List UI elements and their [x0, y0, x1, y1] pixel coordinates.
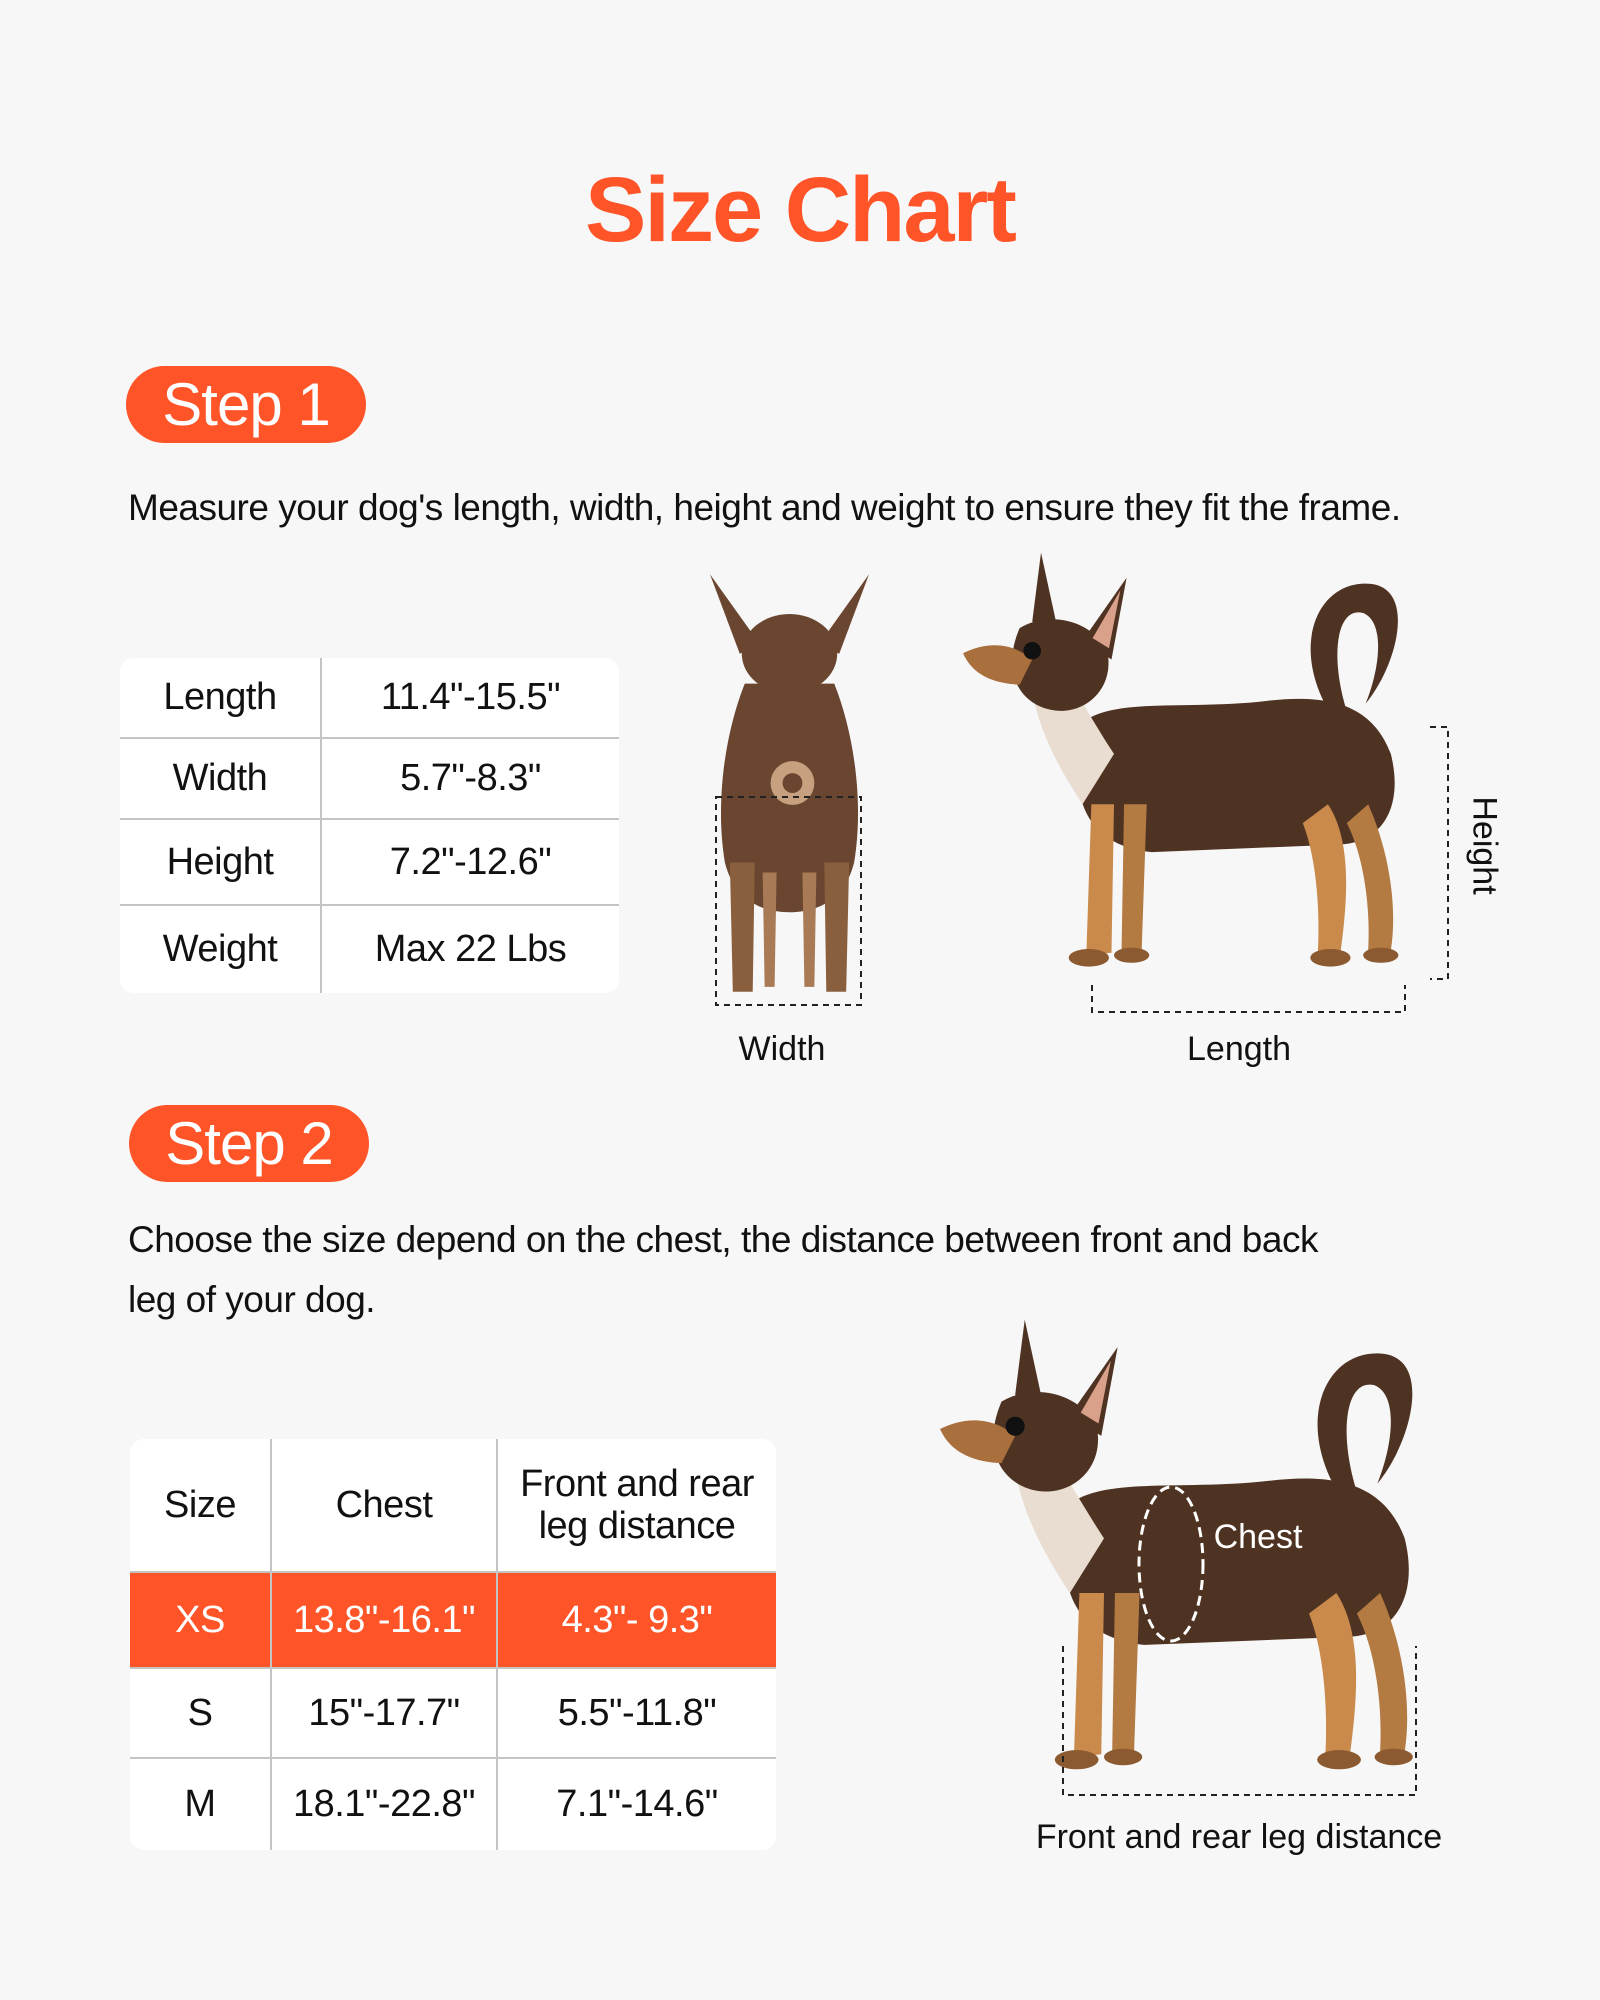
page-title: Size Chart [585, 159, 1017, 261]
leg-distance-label: Front and rear leg distance [1035, 1818, 1443, 1856]
measure-value: 5.7"-8.3" [320, 737, 619, 820]
header-chest: Chest [270, 1439, 498, 1573]
measure-name: Length [120, 658, 322, 739]
measure-value: 11.4"-15.5" [320, 658, 619, 739]
width-dashed-box [715, 796, 862, 1006]
leg-distance-cell: 5.5"-11.8" [496, 1667, 776, 1759]
measure-name: Width [120, 737, 322, 820]
chest-cell: 15"-17.7" [270, 1667, 498, 1759]
size-cell: S [130, 1667, 272, 1759]
table-row: S 15"-17.7" 5.5"-11.8" [130, 1667, 776, 1759]
step-2-description-line-2: leg of your dog. [128, 1279, 376, 1320]
header-leg-distance-line-1: Front and rear [520, 1463, 754, 1505]
measurement-table: Length 11.4"-15.5" Width 5.7"-8.3" Height 7… [120, 658, 619, 993]
measure-name: Weight [120, 904, 322, 993]
table-row: Width 5.7"-8.3" [120, 737, 619, 820]
header-leg-distance-line-2: leg distance [538, 1505, 736, 1547]
length-dashed-bracket [1091, 985, 1406, 1013]
leg-distance-dashed-bracket [1062, 1646, 1417, 1796]
chest-cell: 13.8"-16.1" [270, 1571, 498, 1669]
height-label: Height [1465, 796, 1504, 895]
leg-distance-cell: 7.1"-14.6" [496, 1757, 776, 1850]
table-row-highlighted: XS 13.8"-16.1" 4.3"- 9.3" [130, 1571, 776, 1669]
leg-distance-cell: 4.3"- 9.3" [496, 1571, 776, 1669]
table-row: Weight Max 22 Lbs [120, 904, 619, 993]
size-cell: XS [130, 1571, 272, 1669]
step-2-description-line-1: Choose the size depend on the chest, the… [128, 1219, 1318, 1260]
step-1-badge: Step 1 [126, 366, 366, 443]
width-label: Width [738, 1030, 826, 1068]
header-leg-distance: Front and rear leg distance [496, 1439, 776, 1573]
header-size: Size [130, 1439, 272, 1573]
step-2-badge: Step 2 [129, 1105, 369, 1182]
table-header-row: Size Chest Front and rear leg distance [130, 1439, 776, 1573]
chest-dashed-ellipse [1137, 1485, 1205, 1643]
chest-label: Chest [1213, 1518, 1303, 1556]
measure-value: 7.2"-12.6" [320, 818, 619, 906]
chest-cell: 18.1"-22.8" [270, 1757, 498, 1850]
measure-name: Height [120, 818, 322, 906]
height-dashed-bracket [1430, 726, 1449, 980]
length-label: Length [1187, 1030, 1291, 1068]
table-row: M 18.1"-22.8" 7.1"-14.6" [130, 1757, 776, 1850]
size-cell: M [130, 1757, 272, 1850]
step-1-description: Measure your dog's length, width, height… [128, 487, 1401, 528]
size-table: Size Chest Front and rear leg distance XS… [130, 1439, 776, 1850]
measure-value: Max 22 Lbs [320, 904, 619, 993]
table-row: Height 7.2"-12.6" [120, 818, 619, 906]
table-row: Length 11.4"-15.5" [120, 658, 619, 739]
